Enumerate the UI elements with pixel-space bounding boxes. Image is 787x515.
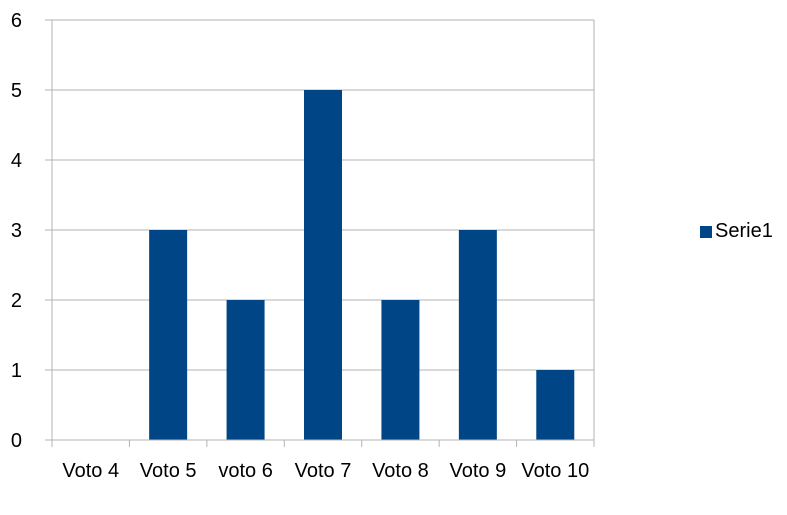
- bar: [149, 230, 188, 440]
- bar: [536, 370, 575, 440]
- x-tick-label: Voto 8: [372, 460, 429, 482]
- axes: [51, 20, 595, 447]
- bar: [458, 230, 497, 440]
- y-tick-label: 2: [11, 290, 22, 312]
- bars: [149, 90, 575, 440]
- x-tick-label: Voto 5: [140, 460, 197, 482]
- bar: [304, 90, 342, 440]
- legend-swatch: [700, 225, 712, 238]
- x-tick-label: voto 6: [218, 460, 272, 482]
- y-tick-label: 6: [11, 10, 22, 32]
- y-tick-label: 5: [11, 80, 22, 102]
- bar: [226, 300, 265, 440]
- legend: Serie1: [700, 220, 773, 243]
- x-tick-label: Voto 4: [62, 460, 119, 482]
- bar: [381, 300, 420, 440]
- x-tick-label: Voto 9: [449, 460, 506, 482]
- x-tick-labels: Voto 4 Voto 5 voto 6 Voto 7 Voto 8 Voto 9 Voto…: [62, 460, 589, 482]
- x-tick-label: Voto 10: [521, 460, 589, 482]
- x-tick-label: Voto 7: [295, 460, 352, 482]
- y-tick-label: 1: [11, 360, 22, 382]
- y-tick-label: 4: [11, 150, 22, 172]
- y-tick-label: 3: [11, 220, 22, 242]
- legend-label: Serie1: [715, 220, 773, 242]
- y-tick-label: 0: [11, 430, 22, 452]
- y-tick-labels: 0 1 2 3 4 5 6: [11, 10, 22, 452]
